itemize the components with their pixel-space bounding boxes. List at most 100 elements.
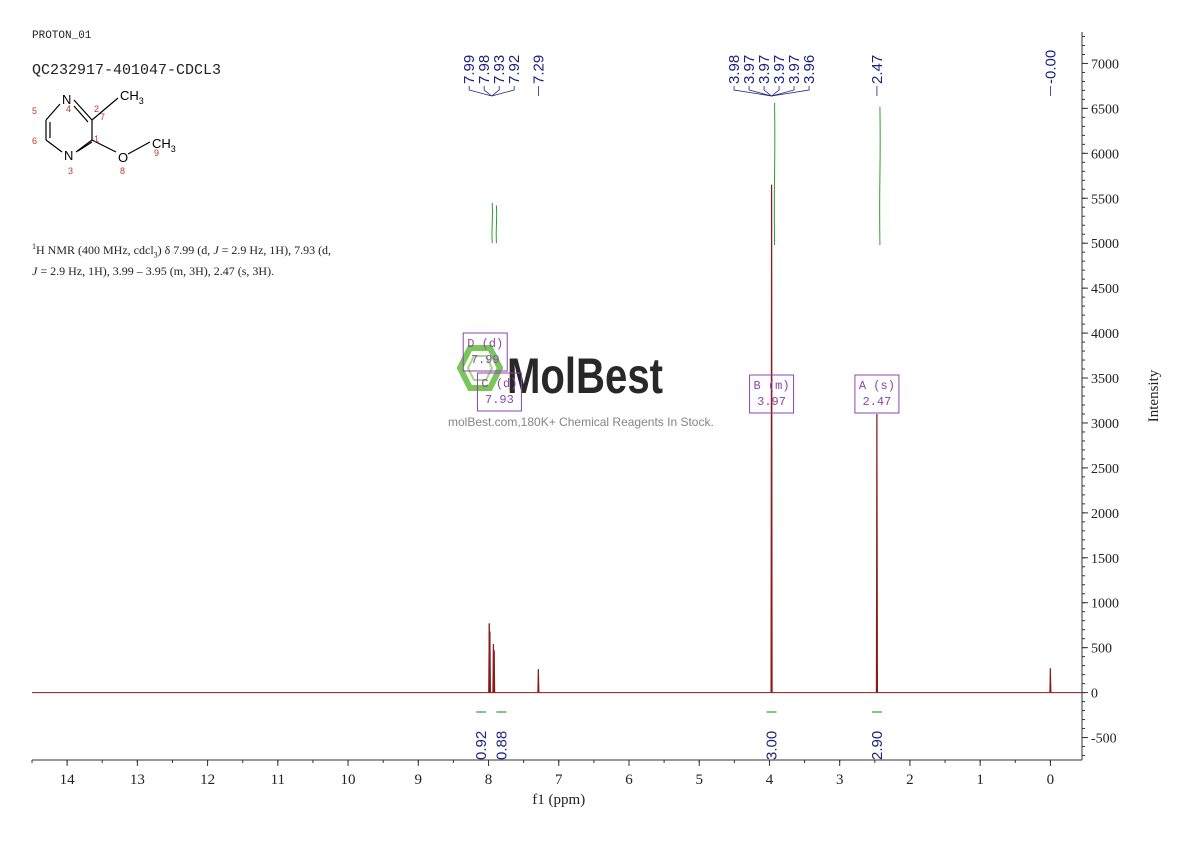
multiplet-box: [854, 374, 900, 414]
molecule-structure: N 4 N 3 O 8 CH3 7 CH3 9 5 6 2 1: [32, 88, 176, 176]
integral-value: 0.88: [493, 731, 510, 760]
peak-label-connector: [733, 86, 772, 97]
multiplet-label: C (d): [481, 377, 517, 391]
atom-n3: N: [64, 148, 73, 163]
integral-value: 0.92: [473, 731, 490, 760]
atom-n4-number: 4: [66, 104, 71, 114]
peak-label: 7.93: [491, 55, 508, 84]
x-tick-label: 14: [60, 772, 76, 788]
multiplet-shift: 2.47: [863, 395, 892, 409]
spectrum-line: [32, 184, 1082, 694]
integral-value: 3.00: [764, 731, 781, 760]
multiplet-label: A (s): [859, 379, 895, 393]
atom-o8-number: 8: [120, 166, 125, 176]
experiment-name: PROTON_01: [32, 30, 92, 42]
integral-curve: [495, 205, 498, 244]
y-tick-label: 500: [1091, 642, 1112, 657]
y-tick-label: 3500: [1091, 372, 1119, 387]
peak-label-connector: [483, 86, 492, 97]
integral-value: 2.90: [869, 731, 886, 760]
ring-number-5: 5: [32, 106, 37, 116]
peak-label: 7.29: [530, 55, 547, 84]
atom-ch3-7-number: 7: [100, 112, 105, 122]
y-tick-label: 0: [1091, 687, 1098, 702]
peak-label: 7.99: [461, 55, 478, 84]
multiplet-box: [462, 332, 508, 372]
y-tick-label: 2000: [1091, 507, 1119, 522]
x-tick-label: 11: [271, 772, 285, 788]
peak-label: 2.47: [869, 55, 886, 84]
multiplet-shift: 3.97: [757, 395, 786, 409]
peak-label-connector: [771, 86, 780, 97]
x-tick-label: 3: [836, 772, 844, 788]
ring-number-2: 2: [94, 104, 99, 114]
peak-label-connector: [748, 86, 772, 97]
peak-label: 7.98: [476, 55, 493, 84]
y-tick-label: 4500: [1091, 282, 1119, 297]
peak-label-connector: [491, 86, 515, 97]
peak-label: 7.92: [506, 55, 523, 84]
y-tick-label: 5500: [1091, 192, 1119, 207]
peak-label: 3.97: [771, 55, 788, 84]
multiplet-label: D (d): [467, 337, 503, 351]
ring-number-6: 6: [32, 136, 37, 146]
x-tick-label: 10: [341, 772, 356, 788]
y-tick-label: 2500: [1091, 462, 1119, 477]
x-tick-label: 7: [555, 772, 563, 788]
y-tick-label: 6000: [1091, 147, 1119, 162]
x-tick-label: 2: [906, 772, 914, 788]
watermark-logo-icon: [456, 345, 504, 391]
y-tick-label: 1500: [1091, 552, 1119, 567]
atom-ch3-7: CH3: [120, 88, 144, 106]
y-tick-label: 4000: [1091, 327, 1119, 342]
watermark-tagline: molBest.com,180K+ Chemical Reagents In S…: [448, 415, 714, 429]
y-tick-label: 7000: [1091, 57, 1119, 72]
ring-number-1: 1: [94, 134, 99, 144]
x-tick-label: 8: [485, 772, 493, 788]
multiplet-shift: 7.99: [471, 353, 500, 367]
multiplet-box: [476, 372, 522, 412]
x-tick-label: 6: [625, 772, 633, 788]
x-tick-label: 9: [415, 772, 423, 788]
peak-label-connector: [771, 86, 795, 97]
watermark-logo-inner-icon: [466, 355, 494, 381]
y-tick-label: 6500: [1091, 102, 1119, 117]
peak-label-connector: [491, 86, 500, 97]
y-tick-label: 5000: [1091, 237, 1119, 252]
peak-label: 3.97: [741, 55, 758, 84]
nmr-description: 1H NMR (400 MHz, cdcl3) δ 7.99 (d, J = 2…: [32, 242, 332, 279]
y-axis-label: Intensity: [1146, 369, 1162, 422]
integral-curve: [773, 102, 776, 246]
atom-n3-number: 3: [68, 166, 73, 176]
multiplet-shift: 7.93: [485, 393, 514, 407]
integral-curve: [491, 202, 494, 244]
peak-label: 3.97: [756, 55, 773, 84]
x-axis-label: f1 (ppm): [532, 792, 585, 808]
atom-ch3-9: CH3: [152, 136, 176, 154]
peak-label: 3.97: [786, 55, 803, 84]
atom-n4: N: [62, 92, 71, 107]
peak-label-connector: [763, 86, 772, 97]
peak-label-connector: [468, 86, 492, 97]
integral-curve: [879, 106, 881, 246]
multiplet-box: [749, 374, 795, 414]
x-tick-label: 0: [1047, 772, 1055, 788]
peak-label: -0.00: [1042, 50, 1059, 84]
watermark-brand: MolBest: [507, 348, 663, 404]
multiplet-label: B (m): [754, 379, 790, 393]
atom-ch3-9-number: 9: [154, 148, 159, 158]
atom-o8: O: [118, 150, 128, 165]
sample-name: QC232917-401047-CDCL3: [32, 62, 222, 79]
peak-label: 3.98: [726, 55, 743, 84]
x-tick-label: 5: [695, 772, 703, 788]
x-tick-label: 1: [976, 772, 984, 788]
watermark: MolBest molBest.com,180K+ Chemical Reage…: [448, 345, 714, 429]
x-tick-label: 4: [766, 772, 774, 788]
x-tick-label: 13: [130, 772, 145, 788]
peak-label: 3.96: [801, 55, 818, 84]
peak-label-connector: [771, 86, 810, 97]
x-tick-label: 12: [200, 772, 215, 788]
y-tick-label: 1000: [1091, 597, 1119, 612]
y-tick-label: -500: [1091, 732, 1117, 747]
